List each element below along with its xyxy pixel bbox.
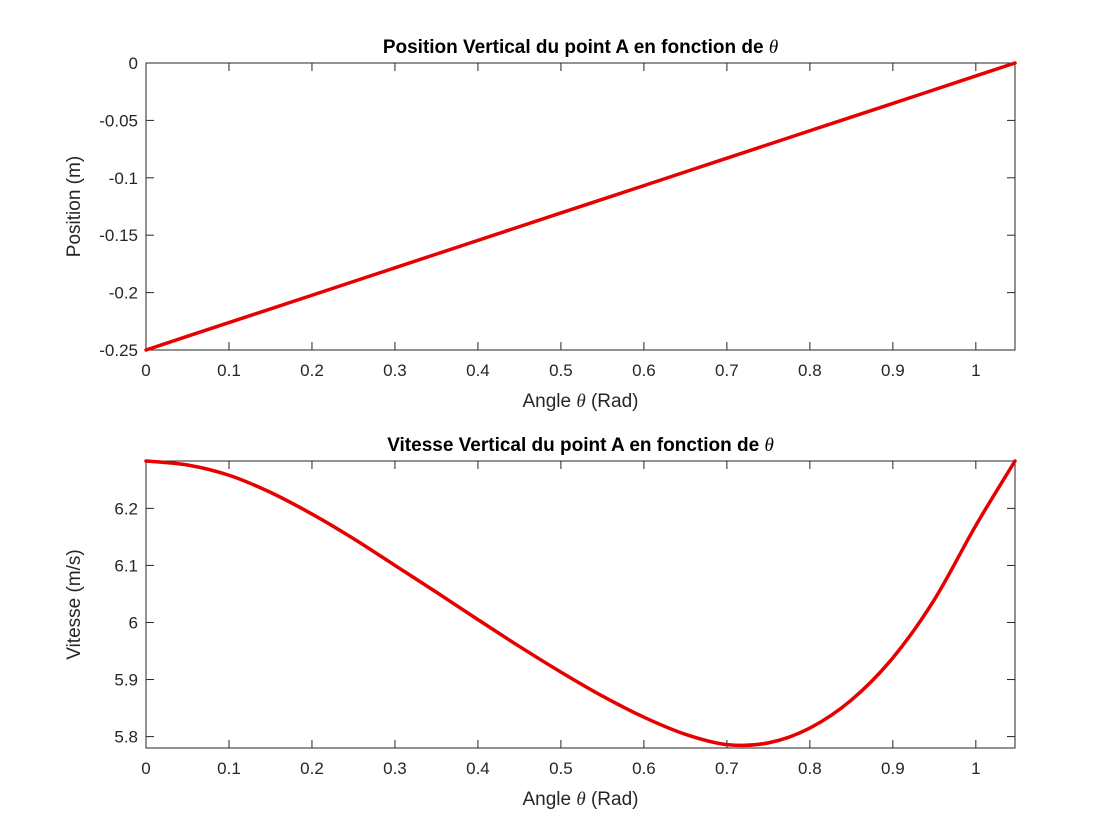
y-axis-label: Vitesse (m/s) — [64, 549, 85, 660]
x-tick-label: 0 — [141, 361, 150, 380]
x-tick-label: 0.5 — [549, 361, 573, 380]
x-tick-label: 0.8 — [798, 361, 822, 380]
x-tick-label: 0.7 — [715, 759, 739, 778]
x-tick-label: 0.9 — [881, 361, 905, 380]
y-tick-label: -0.05 — [99, 111, 138, 130]
x-tick-label: 0.6 — [632, 361, 656, 380]
y-tick-label: -0.2 — [109, 284, 138, 303]
x-tick-label: 0.8 — [798, 759, 822, 778]
y-tick-label: 0 — [129, 54, 138, 73]
y-tick-label: 6 — [129, 613, 138, 632]
x-tick-label: 0.3 — [383, 759, 407, 778]
theta-symbol: θ — [576, 789, 585, 810]
x-tick-label: 0 — [141, 759, 150, 778]
x-axis-label-unit: (Rad) — [586, 391, 639, 412]
x-tick-label: 0.4 — [466, 759, 490, 778]
x-tick-label: 0.7 — [715, 361, 739, 380]
x-axis-label-unit: (Rad) — [586, 789, 639, 810]
y-tick-label: 5.8 — [114, 728, 138, 747]
x-tick-label: 0.2 — [300, 361, 324, 380]
chart-panel-2: 0 0.1 0.2 0.3 0.4 0.5 0.6 0.7 0.8 0.9 1 5.8 5.9 6 6.1 6… — [64, 435, 1017, 810]
x-tick-label: 0.9 — [881, 759, 905, 778]
x-tick-label: 0.1 — [217, 361, 241, 380]
y-tick-label: 6.1 — [114, 556, 138, 575]
y-tick-label: 6.2 — [114, 499, 138, 518]
y-tick-label: -0.1 — [109, 169, 138, 188]
x-axis-label: Angle θ (Rad) — [522, 391, 638, 412]
y-tick-label: -0.15 — [99, 226, 138, 245]
series-line — [144, 459, 1017, 748]
axes-box — [145, 460, 1016, 749]
x-tick-label: 0.6 — [632, 759, 656, 778]
x-tick-label: 0.4 — [466, 361, 490, 380]
chart-title: Position Vertical du point A en fonction… — [383, 37, 778, 58]
x-tick-label: 0.3 — [383, 361, 407, 380]
theta-symbol: θ — [769, 37, 778, 58]
y-tick-label: -0.25 — [99, 341, 138, 360]
x-axis-label-text: Angle — [522, 789, 576, 810]
theta-symbol: θ — [764, 435, 773, 456]
x-tick-label: 0.5 — [549, 759, 573, 778]
x-tick-label: 0.2 — [300, 759, 324, 778]
series-line — [144, 61, 1017, 352]
x-tick-label: 0.1 — [217, 759, 241, 778]
theta-symbol: θ — [576, 391, 585, 412]
x-tick-label: 1 — [971, 361, 980, 380]
chart-title-text: Vitesse Vertical du point A en fonction … — [387, 435, 764, 456]
chart-panel-1: 0 0.1 0.2 0.3 0.4 0.5 0.6 0.7 0.8 0.9 1 0 -0.05 -0.1 -… — [64, 37, 1017, 412]
chart-title: Vitesse Vertical du point A en fonction … — [387, 435, 774, 456]
x-axis-label-text: Angle — [522, 391, 576, 412]
x-tick-label: 1 — [971, 759, 980, 778]
x-axis-label: Angle θ (Rad) — [522, 789, 638, 810]
chart-title-text: Position Vertical du point A en fonction… — [383, 37, 769, 58]
y-axis-label: Position (m) — [64, 156, 85, 257]
y-tick-label: 5.9 — [114, 671, 138, 690]
